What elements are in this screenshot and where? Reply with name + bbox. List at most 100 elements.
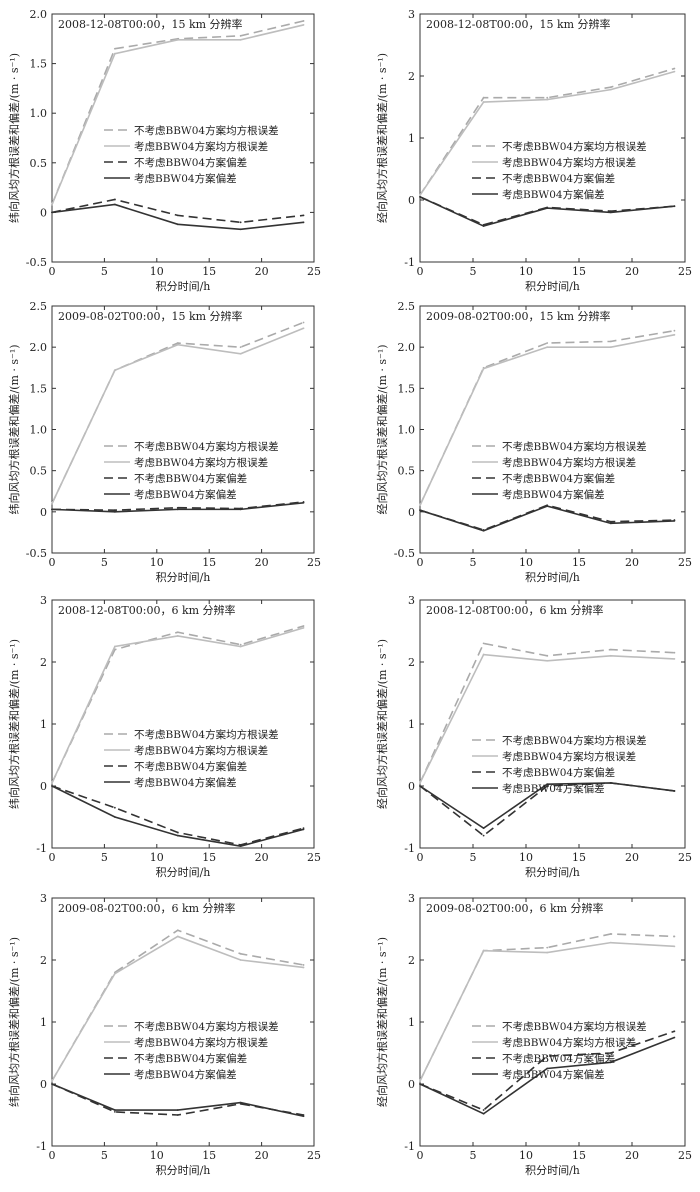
legend-label: 不考虑BBW04方案偏差 xyxy=(502,766,615,779)
x-tick-label: 5 xyxy=(101,265,108,278)
x-axis-title: 积分时间/h xyxy=(525,571,580,584)
legend-label: 不考虑BBW04方案均方根误差 xyxy=(134,1020,279,1033)
series-line-3 xyxy=(419,504,675,531)
data-point xyxy=(113,510,116,513)
series-line-3 xyxy=(419,196,675,226)
y-tick-label: 3 xyxy=(408,594,415,607)
data-point xyxy=(419,785,421,787)
data-point xyxy=(302,214,305,217)
x-tick-label: 15 xyxy=(572,851,586,864)
x-tick-label: 5 xyxy=(101,1149,108,1162)
data-point xyxy=(482,949,485,952)
panel-3: 0 5 10 15 20 25-0.500.51.01.52.02.52009-08-02… xyxy=(7,300,321,584)
data-point xyxy=(482,367,485,370)
data-point xyxy=(482,834,485,837)
x-tick-label: 10 xyxy=(150,265,164,278)
x-tick-label: 5 xyxy=(470,1149,477,1162)
x-tick-label: 20 xyxy=(625,556,639,569)
legend-label: 考虑BBW04方案均方根误差 xyxy=(134,456,268,469)
legend-label: 考虑BBW04方案偏差 xyxy=(502,488,605,501)
data-point xyxy=(51,782,53,784)
series-line-3 xyxy=(419,1030,675,1111)
data-point xyxy=(51,785,53,787)
data-point xyxy=(609,782,612,784)
x-axis-title: 积分时间/h xyxy=(525,280,580,293)
data-point xyxy=(239,346,242,349)
x-axis-title: 积分时间/h xyxy=(525,866,580,879)
x-tick-label: 15 xyxy=(572,556,586,569)
data-point xyxy=(176,929,179,932)
y-tick-label: 3 xyxy=(40,892,47,905)
data-point xyxy=(51,508,53,511)
x-tick-label: 25 xyxy=(678,1149,692,1162)
x-tick-label: 25 xyxy=(678,556,692,569)
data-point xyxy=(673,651,676,654)
y-axis-title: 纬向风均方根误差和偏差/(m · s⁻¹) xyxy=(7,639,21,809)
data-point xyxy=(482,642,485,645)
data-point xyxy=(239,221,242,224)
data-point xyxy=(113,203,116,206)
legend-label: 考虑BBW04方案偏差 xyxy=(134,1068,237,1081)
data-point xyxy=(51,203,53,206)
y-tick-label: 0.5 xyxy=(30,465,48,478)
data-point xyxy=(176,38,179,41)
data-point xyxy=(546,505,549,507)
data-point xyxy=(482,653,485,656)
x-axis-title: 积分时间/h xyxy=(156,866,211,879)
data-point xyxy=(419,1080,421,1082)
data-point xyxy=(176,342,179,344)
data-point xyxy=(176,223,179,226)
data-point xyxy=(239,34,242,37)
data-point xyxy=(609,520,612,523)
data-point xyxy=(302,327,305,330)
data-point xyxy=(546,654,549,657)
y-axis-title: 经向风均方根误差和偏差/(m · s⁻¹) xyxy=(375,53,389,223)
panel-title: 2009-08-02T00:00，15 km 分辨率 xyxy=(426,309,611,323)
data-point xyxy=(609,86,612,89)
series-line-4 xyxy=(51,1083,304,1118)
data-point xyxy=(546,1055,549,1057)
series-line-4 xyxy=(51,785,304,847)
series-line-2 xyxy=(419,653,675,784)
series-line-1 xyxy=(419,933,675,1082)
x-tick-label: 15 xyxy=(572,265,586,278)
data-point xyxy=(239,228,242,231)
data-point xyxy=(176,214,179,217)
data-point xyxy=(482,225,485,227)
data-point xyxy=(609,340,612,343)
data-point xyxy=(609,522,612,525)
series-line-3 xyxy=(51,198,304,224)
legend-label: 考虑BBW04方案偏差 xyxy=(502,188,605,201)
legend-label: 不考虑BBW04方案偏差 xyxy=(134,156,247,169)
x-axis-title: 积分时间/h xyxy=(156,280,211,293)
x-tick-label: 10 xyxy=(150,556,164,569)
data-point xyxy=(609,648,612,651)
x-tick-label: 0 xyxy=(49,1149,56,1162)
y-tick-label: 0 xyxy=(40,780,47,793)
legend-label: 考虑BBW04方案均方根误差 xyxy=(502,156,636,169)
data-point xyxy=(51,211,53,214)
panel-title: 2009-08-02T00:00，6 km 分辨率 xyxy=(426,901,604,915)
x-tick-label: 25 xyxy=(307,851,321,864)
data-point xyxy=(482,1109,485,1111)
y-tick-label: -1 xyxy=(404,256,415,269)
y-tick-label: 1.0 xyxy=(30,107,48,120)
x-tick-label: 20 xyxy=(255,556,269,569)
data-point xyxy=(673,333,676,336)
y-tick-label: 3 xyxy=(408,8,415,21)
legend-label: 不考虑BBW04方案偏差 xyxy=(502,172,615,185)
x-tick-label: 10 xyxy=(519,851,533,864)
data-point xyxy=(482,101,485,103)
data-point xyxy=(673,329,676,332)
data-point xyxy=(302,20,305,22)
data-point xyxy=(482,96,485,99)
x-tick-label: 5 xyxy=(470,265,477,278)
y-tick-label: -1 xyxy=(36,842,47,855)
x-tick-label: 20 xyxy=(625,265,639,278)
x-tick-label: 15 xyxy=(202,556,216,569)
x-tick-label: 10 xyxy=(519,1149,533,1162)
legend-label: 不考虑BBW04方案偏差 xyxy=(134,472,247,485)
data-point xyxy=(546,946,549,949)
